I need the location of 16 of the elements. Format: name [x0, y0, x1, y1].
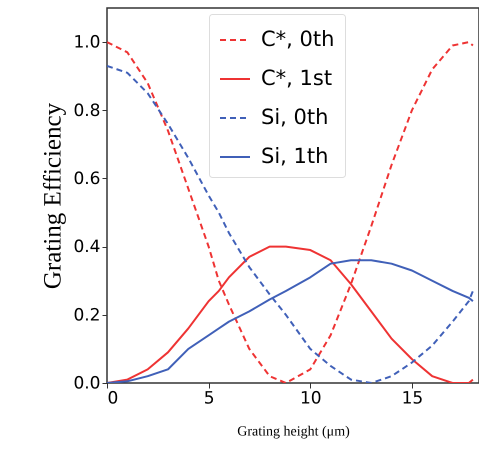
legend-label: C*, 0th: [261, 27, 334, 51]
legend-label: C*, 1st: [261, 66, 332, 90]
x-axis-title: Grating height (μm): [237, 424, 350, 440]
y-tick-label: 0.2: [73, 305, 100, 326]
y-tick-label: 0.6: [73, 168, 100, 189]
y-tick-label: 0.0: [73, 374, 100, 394]
legend-label: Si, 1th: [261, 144, 328, 168]
legend-label: Si, 0th: [261, 105, 328, 129]
y-tick-label: 0.4: [73, 237, 100, 258]
x-tick-label: 10: [300, 388, 322, 408]
x-tick-label: 5: [204, 388, 215, 408]
x-tick-label: 15: [402, 388, 424, 408]
y-tick-label: 0.8: [73, 100, 100, 121]
x-tick-label: 0: [108, 388, 118, 408]
y-axis-title: Grating Efficiency: [39, 102, 66, 290]
y-tick-label: 1.0: [73, 32, 100, 53]
